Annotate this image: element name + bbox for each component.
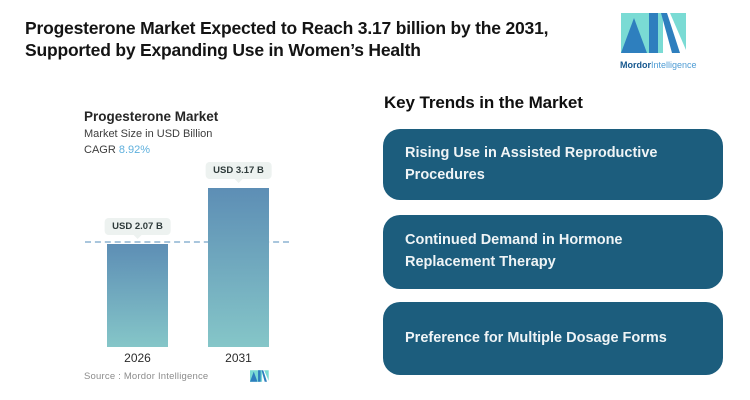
chart-title: Progesterone Market bbox=[84, 109, 219, 124]
trends-heading: Key Trends in the Market bbox=[384, 93, 583, 112]
trend-card-dosage-forms: Preference for Multiple Dosage Forms bbox=[383, 302, 723, 375]
cagr-value: 8.92% bbox=[118, 144, 151, 156]
logo-wordmark: MordorIntelligence bbox=[620, 60, 697, 70]
trend-card-text: Preference for Multiple Dosage Forms bbox=[405, 329, 667, 346]
page-title-line1: Progesterone Market Expected to Reach 3.… bbox=[25, 18, 549, 38]
x-axis-label-2031: 2031 bbox=[225, 351, 252, 365]
mordor-logo-icon bbox=[621, 13, 687, 57]
trend-card-assisted-reproductive: Rising Use in Assisted Reproductive Proc… bbox=[383, 129, 723, 200]
bar-2026: USD 2.07 B bbox=[104, 218, 171, 347]
mini-mordor-logo-icon bbox=[250, 369, 269, 387]
chart-cagr: CAGR 8.92% bbox=[84, 144, 150, 156]
mordor-intelligence-logo: MordorIntelligence bbox=[620, 13, 697, 70]
logo-word-intelligence: Intelligence bbox=[651, 60, 697, 70]
trend-card-text: Rising Use in Assisted Reproductive Proc… bbox=[405, 144, 658, 183]
trend-card-text: Continued Demand in Hormone Replacement … bbox=[405, 232, 623, 270]
logo-word-mordor: Mordor bbox=[620, 60, 651, 70]
trend-card-hormone-replacement: Continued Demand in Hormone Replacement … bbox=[383, 215, 723, 289]
page-title: Progesterone Market Expected to Reach 3.… bbox=[25, 18, 600, 61]
x-axis-label-2026: 2026 bbox=[124, 351, 151, 365]
bar-value-text: USD 2.07 B bbox=[112, 221, 163, 232]
reference-line bbox=[85, 241, 289, 243]
page-title-line2: Supported by Expanding Use in Women’s He… bbox=[25, 39, 421, 60]
cagr-label: CAGR bbox=[84, 144, 116, 156]
bar-2031: USD 3.17 B bbox=[205, 162, 272, 347]
bar-value-label-2031: USD 3.17 B bbox=[205, 162, 272, 179]
chart-subtitle: Market Size in USD Billion bbox=[84, 128, 213, 140]
source-attribution: Source : Mordor Intelligence bbox=[84, 371, 209, 382]
bar-value-text: USD 3.17 B bbox=[213, 165, 264, 176]
bar-value-label-2026: USD 2.07 B bbox=[104, 218, 171, 235]
